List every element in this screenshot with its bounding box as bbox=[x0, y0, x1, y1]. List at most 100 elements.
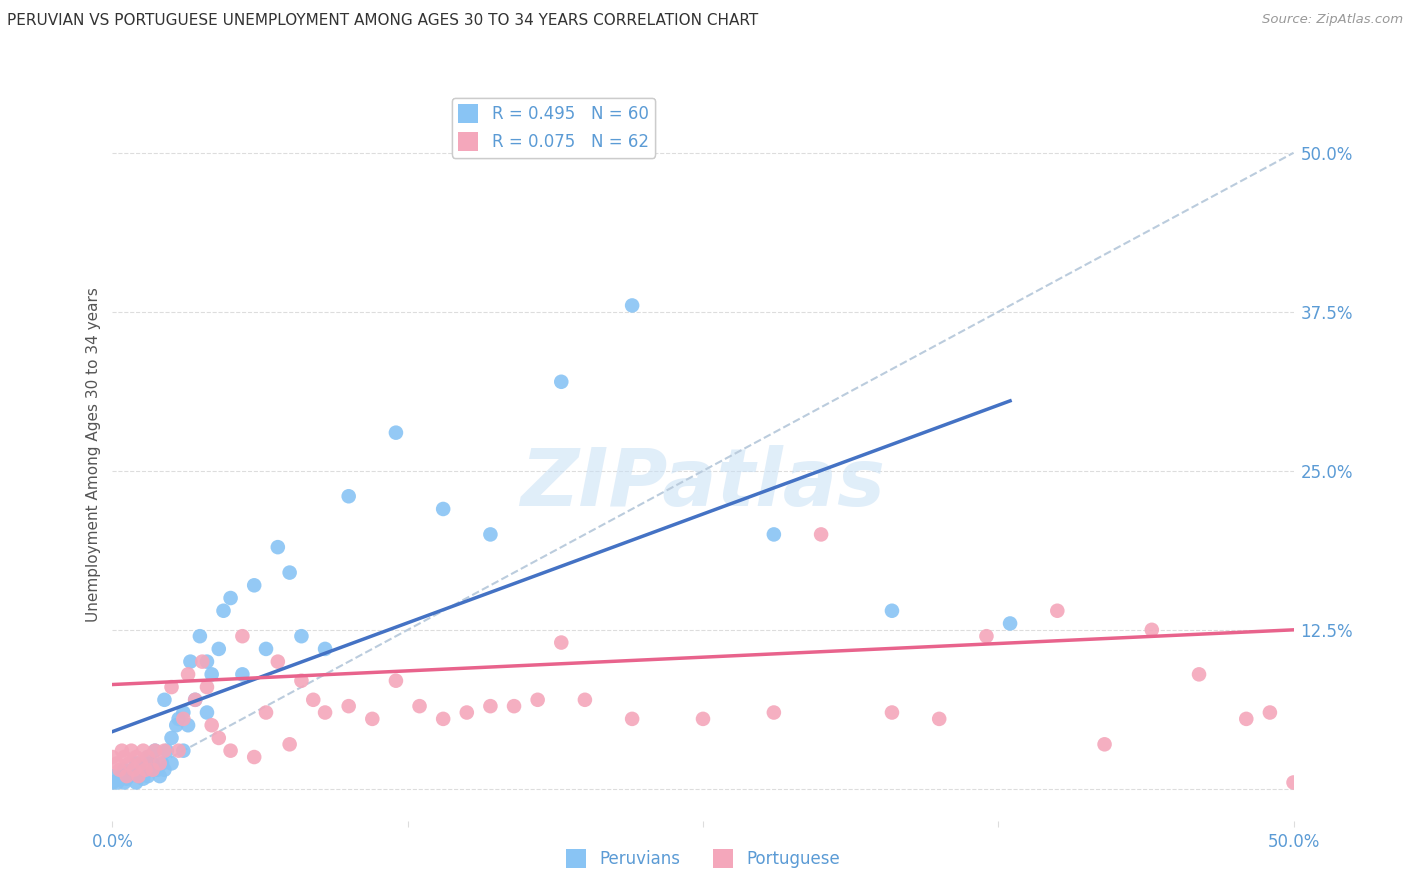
Point bbox=[135, 763, 157, 777]
Legend: Peruvians, Portuguese: Peruvians, Portuguese bbox=[560, 842, 846, 875]
Point bbox=[479, 699, 502, 714]
Point bbox=[132, 744, 155, 758]
Point bbox=[111, 769, 134, 783]
Point bbox=[231, 629, 253, 643]
Point bbox=[1234, 712, 1257, 726]
Point bbox=[167, 712, 190, 726]
Point bbox=[456, 706, 478, 720]
Point bbox=[108, 763, 131, 777]
Point bbox=[810, 527, 832, 541]
Point bbox=[150, 756, 173, 771]
Point bbox=[136, 750, 159, 764]
Point bbox=[928, 712, 950, 726]
Point bbox=[153, 744, 176, 758]
Point bbox=[201, 667, 224, 681]
Point bbox=[136, 769, 159, 783]
Point bbox=[167, 744, 190, 758]
Point bbox=[503, 699, 526, 714]
Point bbox=[115, 772, 138, 786]
Point bbox=[574, 693, 596, 707]
Text: ZIPatlas: ZIPatlas bbox=[520, 445, 886, 524]
Point bbox=[880, 604, 903, 618]
Point bbox=[243, 750, 266, 764]
Text: Source: ZipAtlas.com: Source: ZipAtlas.com bbox=[1263, 13, 1403, 27]
Point bbox=[408, 699, 430, 714]
Point bbox=[385, 425, 408, 440]
Point bbox=[337, 489, 360, 503]
Point bbox=[139, 763, 162, 777]
Point bbox=[254, 706, 277, 720]
Point bbox=[156, 744, 179, 758]
Point bbox=[120, 744, 142, 758]
Point bbox=[118, 769, 141, 783]
Point bbox=[278, 566, 301, 580]
Point bbox=[254, 641, 277, 656]
Point bbox=[290, 629, 312, 643]
Point bbox=[1046, 604, 1069, 618]
Point bbox=[550, 375, 572, 389]
Point bbox=[112, 750, 135, 764]
Point bbox=[160, 756, 183, 771]
Point bbox=[231, 667, 253, 681]
Point bbox=[337, 699, 360, 714]
Point bbox=[122, 763, 145, 777]
Point bbox=[267, 540, 290, 554]
Point bbox=[692, 712, 714, 726]
Point bbox=[149, 769, 172, 783]
Legend: R = 0.495   N = 60, R = 0.075   N = 62: R = 0.495 N = 60, R = 0.075 N = 62 bbox=[451, 97, 655, 158]
Point bbox=[998, 616, 1021, 631]
Y-axis label: Unemployment Among Ages 30 to 34 years: Unemployment Among Ages 30 to 34 years bbox=[86, 287, 101, 623]
Point bbox=[1140, 623, 1163, 637]
Point bbox=[432, 502, 454, 516]
Point bbox=[143, 744, 166, 758]
Point bbox=[195, 706, 218, 720]
Point bbox=[219, 591, 242, 605]
Point bbox=[212, 604, 235, 618]
Point bbox=[153, 763, 176, 777]
Point bbox=[479, 527, 502, 541]
Point bbox=[1094, 737, 1116, 751]
Point bbox=[278, 737, 301, 751]
Point bbox=[142, 756, 165, 771]
Point bbox=[125, 756, 148, 771]
Point bbox=[101, 775, 124, 789]
Point bbox=[135, 756, 157, 771]
Point bbox=[172, 744, 194, 758]
Point bbox=[195, 680, 218, 694]
Point bbox=[142, 763, 165, 777]
Point bbox=[101, 769, 124, 783]
Point bbox=[143, 744, 166, 758]
Point bbox=[112, 763, 135, 777]
Point bbox=[208, 641, 231, 656]
Point bbox=[762, 706, 785, 720]
Point bbox=[160, 731, 183, 745]
Point bbox=[314, 641, 336, 656]
Point bbox=[385, 673, 408, 688]
Text: PERUVIAN VS PORTUGUESE UNEMPLOYMENT AMONG AGES 30 TO 34 YEARS CORRELATION CHART: PERUVIAN VS PORTUGUESE UNEMPLOYMENT AMON… bbox=[7, 13, 758, 29]
Point bbox=[762, 527, 785, 541]
Point bbox=[129, 763, 152, 777]
Point bbox=[314, 706, 336, 720]
Point bbox=[172, 706, 194, 720]
Point bbox=[153, 693, 176, 707]
Point bbox=[195, 655, 218, 669]
Point bbox=[188, 629, 211, 643]
Point bbox=[111, 744, 134, 758]
Point bbox=[115, 769, 138, 783]
Point bbox=[120, 766, 142, 780]
Point bbox=[1258, 706, 1281, 720]
Point bbox=[526, 693, 548, 707]
Point bbox=[550, 635, 572, 649]
Point bbox=[880, 706, 903, 720]
Point bbox=[165, 718, 187, 732]
Point bbox=[105, 775, 128, 789]
Point bbox=[160, 680, 183, 694]
Point bbox=[112, 775, 135, 789]
Point bbox=[149, 756, 172, 771]
Point bbox=[105, 756, 128, 771]
Point bbox=[290, 673, 312, 688]
Point bbox=[219, 744, 242, 758]
Point bbox=[976, 629, 998, 643]
Point bbox=[243, 578, 266, 592]
Point bbox=[177, 718, 200, 732]
